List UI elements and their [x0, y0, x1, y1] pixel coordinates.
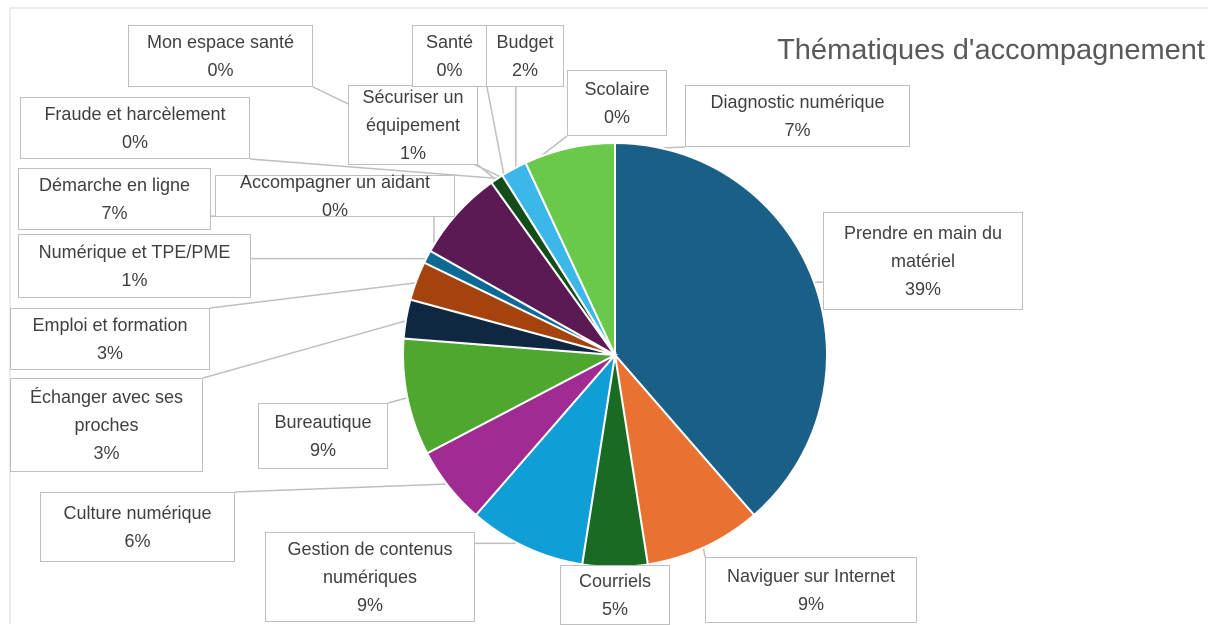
label-name: Courriels: [578, 571, 652, 591]
data-label: Démarche en ligne 7%: [18, 168, 211, 230]
label-value: 1%: [399, 143, 426, 163]
label-name: Gestion de contenus numériques: [287, 539, 453, 587]
label-name: Scolaire: [584, 79, 650, 99]
leader-line: [486, 86, 506, 180]
data-label: Échanger avec ses proches 3%: [10, 378, 203, 472]
label-name: Diagnostic numérique: [710, 92, 885, 112]
label-value: 0%: [436, 60, 463, 80]
label-value: 3%: [93, 443, 120, 463]
leader-line: [234, 483, 453, 493]
pie-slice: [524, 141, 616, 356]
label-name: Sécuriser un équipement: [362, 87, 464, 135]
label-value: 9%: [309, 440, 336, 460]
data-label: Diagnostic numérique 7%: [685, 85, 910, 147]
data-label: Accompagner un aidant 0%: [215, 172, 455, 220]
slices: [402, 141, 828, 568]
label-value: 9%: [356, 595, 383, 615]
data-label: Prendre en main du matériel 39%: [823, 212, 1023, 310]
data-label: Scolaire 0%: [567, 70, 667, 136]
data-label: Fraude et harcèlement 0%: [20, 97, 250, 159]
label-name: Naviguer sur Internet: [726, 566, 896, 586]
label-name: Bureautique: [274, 412, 372, 432]
label-name: Échanger avec ses proches: [29, 387, 184, 435]
data-label: Culture numérique 6%: [40, 492, 235, 562]
data-label: Naviguer sur Internet 9%: [705, 557, 917, 623]
label-value: 6%: [124, 531, 151, 551]
pie-slice: [474, 351, 617, 566]
label-value: 5%: [601, 599, 628, 619]
label-name: Mon espace santé: [146, 32, 295, 52]
pie-slice: [402, 337, 619, 455]
label-value: 0%: [207, 60, 234, 80]
label-name: Santé: [425, 32, 474, 52]
label-value: 1%: [121, 270, 148, 290]
data-label: Budget 2%: [486, 25, 564, 87]
leader-line: [202, 318, 411, 379]
label-value: 39%: [904, 279, 942, 299]
chart-title: Thématiques d'accompagnement: [777, 34, 1205, 66]
pie-slice: [614, 141, 828, 517]
label-value: 9%: [797, 594, 824, 614]
data-label: Sécuriser un équipement 1%: [348, 85, 478, 165]
label-name: Numérique et TPE/PME: [38, 242, 231, 262]
label-name: Budget: [496, 32, 554, 52]
label-name: Démarche en ligne: [38, 175, 191, 195]
data-label: Courriels 5%: [560, 565, 670, 625]
label-value: 0%: [321, 200, 348, 220]
label-value: 3%: [96, 343, 123, 363]
data-label: Gestion de contenus numériques 9%: [265, 532, 475, 622]
label-value: 2%: [511, 60, 538, 80]
label-value: 0%: [603, 107, 630, 127]
label-value: 7%: [101, 203, 128, 223]
label-value: 0%: [121, 132, 148, 152]
leader-line: [209, 281, 421, 309]
data-label: Emploi et formation 3%: [10, 308, 210, 370]
label-name: Prendre en main du matériel: [843, 223, 1003, 271]
label-name: Emploi et formation: [32, 315, 188, 335]
label-name: Culture numérique: [63, 503, 212, 523]
label-value: 7%: [784, 120, 811, 140]
data-label: Mon espace santé 0%: [128, 25, 313, 87]
data-label: Numérique et TPE/PME 1%: [18, 234, 251, 298]
label-name: Accompagner un aidant: [239, 172, 431, 192]
data-label: Bureautique 9%: [258, 403, 388, 469]
label-name: Fraude et harcèlement: [44, 104, 226, 124]
data-label: Santé 0%: [412, 25, 487, 87]
pie-slice: [613, 351, 756, 566]
leader-line: [249, 158, 505, 180]
